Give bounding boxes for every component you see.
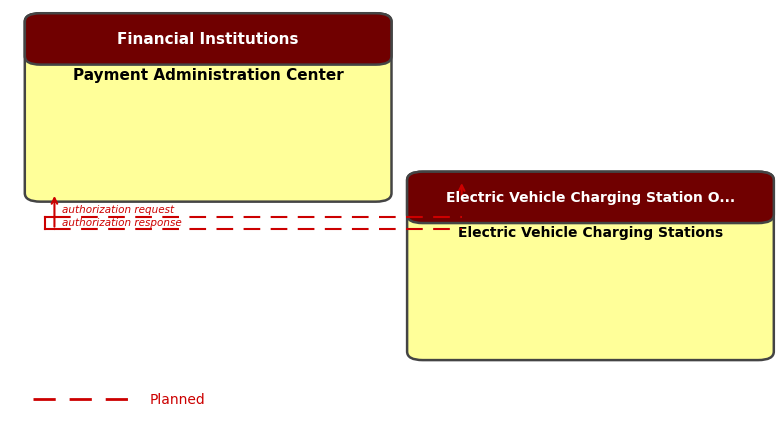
FancyBboxPatch shape bbox=[407, 172, 774, 224]
Text: authorization response: authorization response bbox=[62, 218, 182, 228]
Text: Financial Institutions: Financial Institutions bbox=[117, 32, 299, 47]
Text: Electric Vehicle Charging Stations: Electric Vehicle Charging Stations bbox=[458, 226, 723, 240]
Text: Planned: Planned bbox=[150, 392, 205, 405]
Bar bbox=[424, 196, 757, 215]
Text: authorization request: authorization request bbox=[62, 205, 175, 215]
Bar bbox=[41, 38, 375, 57]
Text: Electric Vehicle Charging Station O...: Electric Vehicle Charging Station O... bbox=[446, 191, 735, 205]
FancyBboxPatch shape bbox=[25, 14, 391, 202]
FancyBboxPatch shape bbox=[407, 172, 774, 360]
FancyBboxPatch shape bbox=[25, 14, 391, 65]
Text: Payment Administration Center: Payment Administration Center bbox=[73, 68, 344, 83]
